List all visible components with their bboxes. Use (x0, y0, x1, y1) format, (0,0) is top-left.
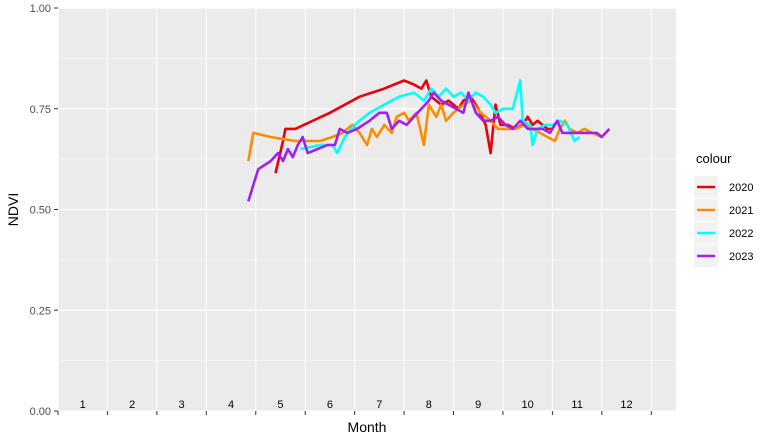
y-tick-label: 0.25 (30, 305, 51, 317)
legend-label-2021: 2021 (729, 205, 753, 217)
series-lines (247, 79, 611, 202)
y-axis: 0.00 0.25 0.50 0.75 1.00 (30, 3, 58, 418)
x-tick-label: 7 (376, 399, 382, 411)
series-line-2023 (247, 91, 611, 202)
x-tick-label: 1 (80, 399, 86, 411)
y-tick-label: 0.50 (30, 205, 51, 217)
x-tick-label: 8 (426, 399, 432, 411)
grid-lines (57, 7, 676, 412)
legend-title: colour (696, 151, 732, 166)
x-tick-label: 5 (277, 399, 283, 411)
legend-label-2020: 2020 (729, 182, 753, 194)
x-tick-label: 9 (475, 399, 481, 411)
x-tick-label: 4 (228, 399, 234, 411)
x-tick-label: 12 (620, 399, 632, 411)
y-axis-title: NDVI (5, 193, 21, 226)
legend-label-2022: 2022 (729, 228, 753, 240)
x-axis-title: Month (348, 419, 387, 435)
legend-label-2023: 2023 (729, 251, 753, 263)
x-tick-label: 10 (522, 399, 534, 411)
y-tick-label: 0.75 (30, 104, 51, 116)
x-axis: 1 2 3 4 5 6 7 8 9 10 11 12 (57, 399, 652, 415)
x-tick-label: 6 (327, 399, 333, 411)
x-tick-label: 3 (179, 399, 185, 411)
x-tick-label: 11 (571, 399, 582, 411)
series-line-2020 (274, 79, 553, 174)
series-line-2022 (300, 79, 581, 155)
y-tick-label: 0.00 (30, 406, 51, 418)
x-tick-label: 2 (129, 399, 135, 411)
legend: colour 2020 2021 2022 2023 (694, 151, 753, 267)
y-tick-label: 1.00 (30, 3, 51, 15)
